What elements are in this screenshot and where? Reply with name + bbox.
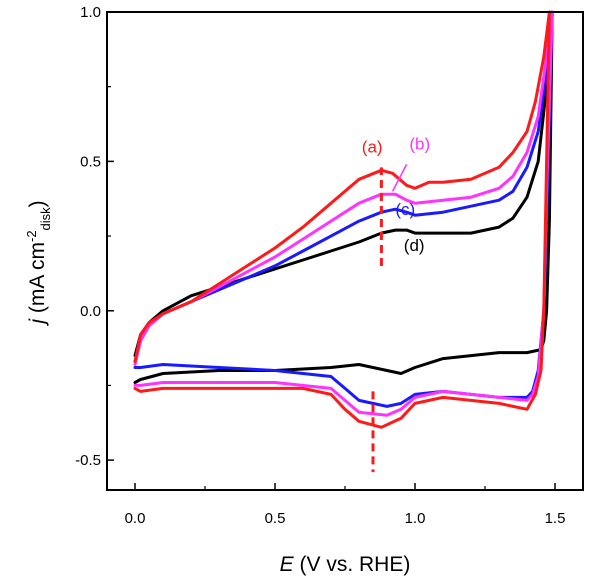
series-curve-c [133, 10, 554, 408]
curve-label-c: (c) [395, 200, 415, 219]
x-tick-label: 1.5 [545, 510, 566, 527]
curve-label-b: (b) [409, 134, 430, 153]
curve-label-a: (a) [362, 137, 383, 156]
x-tick-label: 0.5 [265, 510, 286, 527]
annotation-pointer-b [391, 164, 408, 192]
curves-group [133, 10, 554, 429]
x-axis-title: E (V vs. RHE) [280, 553, 411, 576]
x-tick-label: 0.0 [125, 510, 146, 527]
y-tick-label: 1.0 [80, 4, 101, 21]
plot-frame [106, 11, 584, 491]
y-tick-label: 0.5 [80, 153, 101, 170]
y-tick-label: -0.5 [75, 452, 101, 469]
y-axis-title: j (mA cm-2disk) [24, 200, 53, 326]
y-tick-label: 0.0 [80, 303, 101, 320]
curve-label-d: (d) [404, 236, 425, 255]
series-curve-b [133, 10, 554, 417]
series-curve-a [133, 10, 551, 429]
x-tick-label: 1.0 [405, 510, 426, 527]
ticks-group: 0.0 0.5 1.0 1.5 -0.5 0.0 0.5 1.0 [75, 4, 565, 527]
annotations-group: (a) (b) (c) (d) [362, 134, 430, 255]
reference-lines-group [371, 167, 383, 473]
series-curve-d [133, 10, 554, 384]
